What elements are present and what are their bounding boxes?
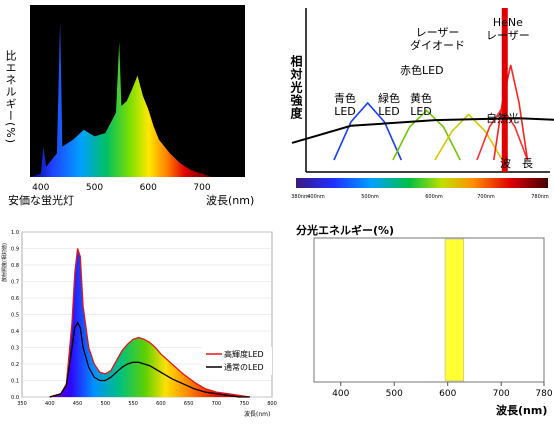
led-ytick: 0.7 — [11, 280, 19, 286]
laser-panel: 相対光強度 380nm 400nm 500nm 600nm 700nm 780nm 青色 … — [282, 0, 554, 210]
single-title: 分光エネルギー(%) — [296, 224, 395, 237]
led-ytick: 0.4 — [11, 329, 19, 335]
led-ytick: 1.0 — [11, 230, 19, 236]
led-ytick: 0.1 — [11, 379, 19, 385]
fluorescent-xtick: 600 — [140, 183, 157, 193]
laser-blue-led-curve — [333, 101, 403, 161]
led-normal-line — [49, 321, 250, 398]
laser-label-diode: レーザー ダイオード — [410, 26, 465, 52]
led-ytick: 0.3 — [11, 346, 19, 352]
led-xtick: 600 — [156, 401, 166, 407]
led-xtick: 750 — [239, 401, 249, 407]
fluorescent-xtick: 400 — [32, 183, 49, 193]
led-xtick: 450 — [73, 401, 83, 407]
fluorescent-spectrum — [30, 21, 213, 177]
single-yellow-band — [444, 238, 465, 382]
laser-label-natural: 自然光 — [486, 112, 519, 125]
led-xtick: 350 — [17, 401, 27, 407]
laser-bar-tick: 400nm — [307, 194, 325, 200]
led-xtick: 550 — [128, 401, 138, 407]
single-xtick: 500 — [386, 389, 403, 399]
led-legend-normal: 通常のLED — [224, 362, 264, 372]
led-xtick: 500 — [101, 401, 111, 407]
led-xtick: 650 — [184, 401, 194, 407]
single-plot-frame — [313, 237, 545, 383]
single-xtick: 780 — [535, 389, 552, 399]
fluorescent-caption: 安価な蛍光灯 — [8, 194, 74, 207]
fluorescent-chart: 400 500 600 700 — [30, 5, 245, 193]
led-ytick: 0.6 — [11, 296, 19, 302]
single-xtick: 600 — [439, 389, 456, 399]
laser-label-blue: 青色 LED — [334, 92, 356, 118]
led-legend-high: 高輝度LED — [224, 349, 264, 359]
led-xtick: 700 — [212, 401, 222, 407]
laser-hene-line — [501, 8, 508, 172]
fluorescent-panel: 比エネルギー(%) 400 500 600 700 安価な蛍光灯 波長(nm) — [0, 0, 270, 210]
laser-label-yellow: 黄色 LED — [410, 92, 432, 118]
single-xlabel: 波長(nm) — [496, 404, 548, 417]
laser-ylabel: 相対光強度 — [289, 55, 303, 120]
laser-spectrum-bar — [296, 178, 548, 188]
led-legend: 高輝度LED 通常のLED — [202, 347, 272, 375]
led-fill-area — [49, 248, 250, 397]
led-xtick: 800 — [267, 401, 277, 407]
fluorescent-xtick: 500 — [86, 183, 103, 193]
laser-bar-tick: 380nm — [291, 194, 309, 200]
laser-label-hene: HeNe レーザー — [486, 16, 530, 42]
laser-bar-tick: 500nm — [361, 194, 379, 200]
led-ytick: 0.9 — [11, 247, 19, 253]
led-legend-box — [202, 347, 272, 375]
led-chart: 0.0 0.1 0.2 0.3 0.4 0.5 0.6 0.7 0.8 0.9 1.0 350 400 4… — [1, 230, 277, 418]
led-panel: 0.0 0.1 0.2 0.3 0.4 0.5 0.6 0.7 0.8 0.9 1.0 350 400 4… — [0, 222, 280, 422]
laser-label-green: 緑色 LED — [378, 92, 400, 118]
led-xtick: 400 — [45, 401, 55, 407]
led-ytick: 0.8 — [11, 263, 19, 269]
fluorescent-xlabel: 波長(nm) — [206, 194, 255, 207]
led-xlabel: 波長(nm) — [244, 410, 270, 418]
led-high-line — [49, 248, 250, 398]
led-ylabel: 放射照度(相対値) — [1, 243, 8, 282]
laser-yellow-led-curve — [434, 113, 503, 161]
fluorescent-xtick: 700 — [193, 183, 210, 193]
laser-bar-tick: 780nm — [531, 194, 549, 200]
laser-bar-tick: 600nm — [425, 194, 443, 200]
single-xtick: 400 — [332, 389, 349, 399]
led-ytick: 0.5 — [11, 313, 19, 319]
single-chart: 400 500 600 700 780 — [313, 237, 553, 399]
laser-xlabel: 波 長 — [500, 157, 533, 170]
laser-diode-curve — [493, 64, 529, 161]
laser-bar-tick: 700nm — [477, 194, 495, 200]
laser-green-led-curve — [392, 109, 461, 161]
single-xtick: 700 — [493, 389, 510, 399]
laser-natural-curve — [291, 117, 554, 144]
fluorescent-ylabel: 比エネルギー(%) — [4, 50, 17, 145]
led-ytick: 0.0 — [11, 395, 19, 401]
laser-label-red: 赤色LED — [400, 64, 444, 77]
led-ytick: 0.2 — [11, 362, 19, 368]
single-band-panel: 分光エネルギー(%) 400 500 600 700 780 波長(nm) — [290, 222, 554, 422]
